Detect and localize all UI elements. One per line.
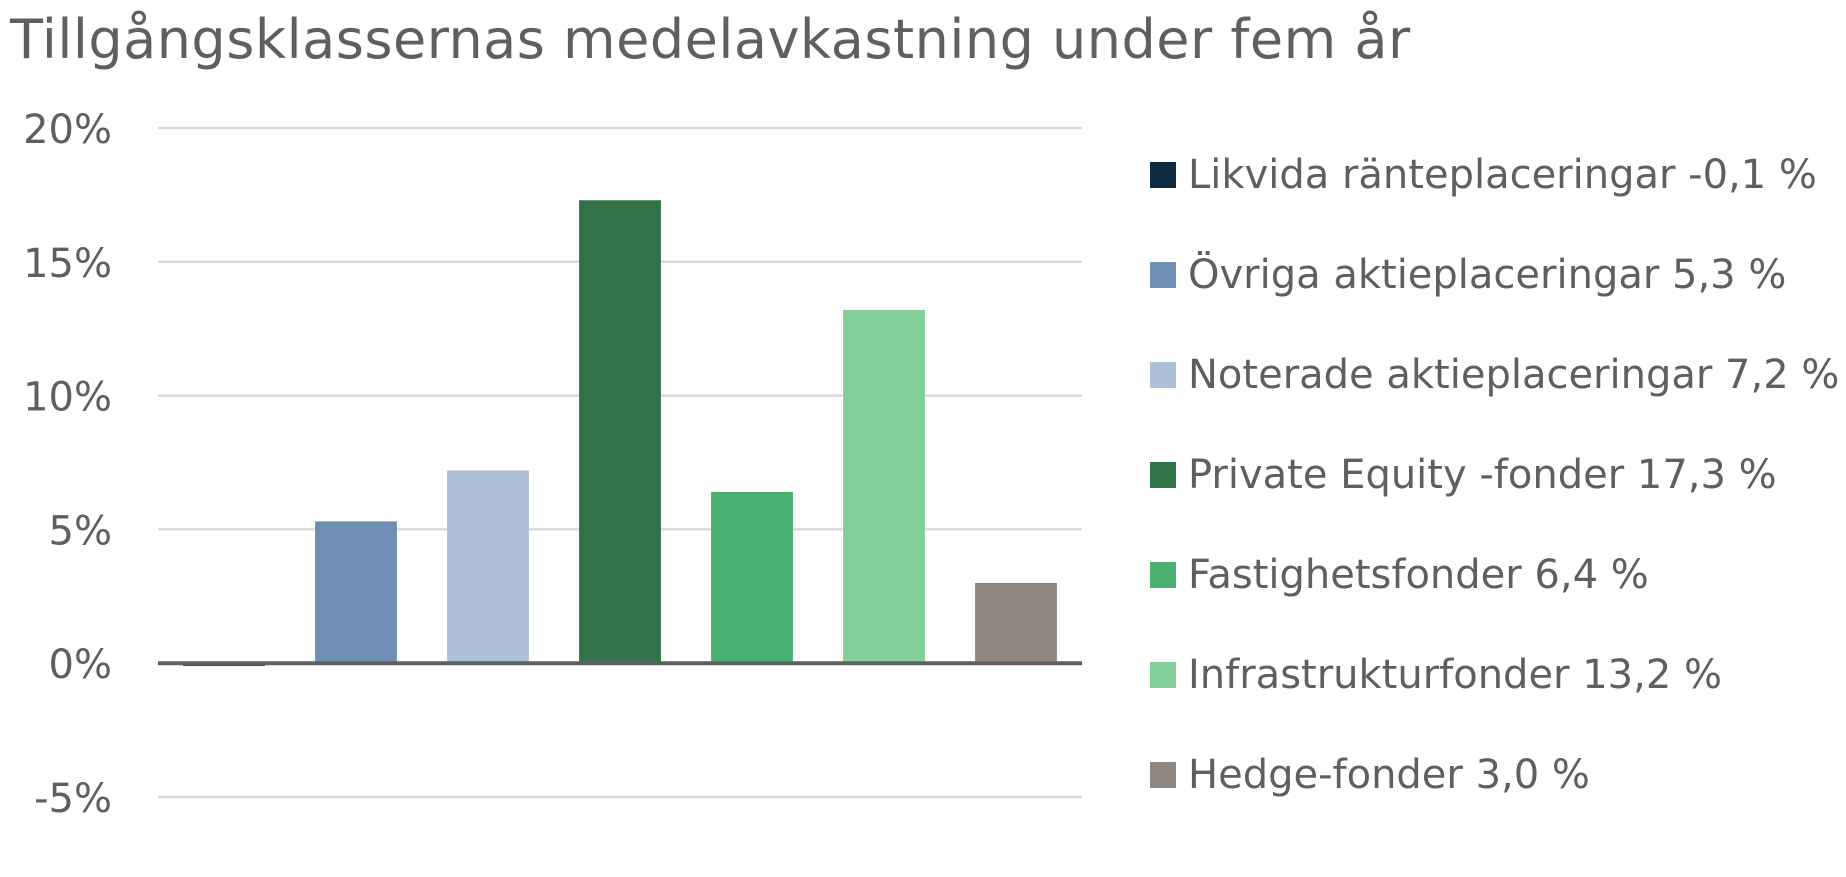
legend-label: Infrastrukturfonder 13,2 % bbox=[1188, 652, 1723, 698]
bar-4 bbox=[579, 200, 661, 664]
y-tick-label: 5% bbox=[49, 508, 112, 554]
bar-5 bbox=[711, 491, 793, 664]
bar-3 bbox=[447, 470, 529, 664]
y-tick-label: 10% bbox=[23, 375, 112, 421]
legend-item: Fastighetsfonder 6,4 % bbox=[1150, 552, 1839, 652]
legend-item: Noterade aktieplaceringar 7,2 % bbox=[1150, 352, 1839, 452]
legend-item: Hedge-fonder 3,0 % bbox=[1150, 752, 1839, 852]
y-tick-label: 15% bbox=[23, 241, 112, 287]
legend-item: Private Equity -fonder 17,3 % bbox=[1150, 452, 1839, 552]
legend-swatch bbox=[1150, 462, 1176, 488]
legend-label: Private Equity -fonder 17,3 % bbox=[1188, 452, 1777, 498]
legend-label: Övriga aktieplaceringar 5,3 % bbox=[1188, 252, 1787, 298]
legend-item: Övriga aktieplaceringar 5,3 % bbox=[1150, 252, 1839, 352]
legend-label: Hedge-fonder 3,0 % bbox=[1188, 752, 1590, 798]
legend-item: Infrastrukturfonder 13,2 % bbox=[1150, 652, 1839, 752]
legend-swatch bbox=[1150, 362, 1176, 388]
legend-swatch bbox=[1150, 762, 1176, 788]
chart-title: Tillgångsklassernas medelavkastning unde… bbox=[10, 8, 1411, 71]
bars bbox=[183, 200, 1057, 666]
bar-6 bbox=[843, 309, 925, 664]
legend: Likvida ränteplaceringar -0,1 % Övriga a… bbox=[1150, 152, 1839, 852]
legend-swatch bbox=[1150, 662, 1176, 688]
legend-item: Likvida ränteplaceringar -0,1 % bbox=[1150, 152, 1839, 252]
bar-7 bbox=[975, 582, 1057, 664]
legend-label: Noterade aktieplaceringar 7,2 % bbox=[1188, 352, 1840, 398]
y-tick-label: 20% bbox=[23, 107, 112, 153]
legend-label: Likvida ränteplaceringar -0,1 % bbox=[1188, 152, 1817, 198]
y-axis-ticks: 20% 15% 10% 5% 0% -5% bbox=[23, 107, 112, 822]
y-tick-label: -5% bbox=[34, 776, 112, 822]
legend-swatch bbox=[1150, 162, 1176, 188]
legend-swatch bbox=[1150, 562, 1176, 588]
legend-label: Fastighetsfonder 6,4 % bbox=[1188, 552, 1649, 598]
legend-swatch bbox=[1150, 262, 1176, 288]
y-tick-label: 0% bbox=[49, 642, 112, 688]
bar-2 bbox=[315, 521, 397, 664]
